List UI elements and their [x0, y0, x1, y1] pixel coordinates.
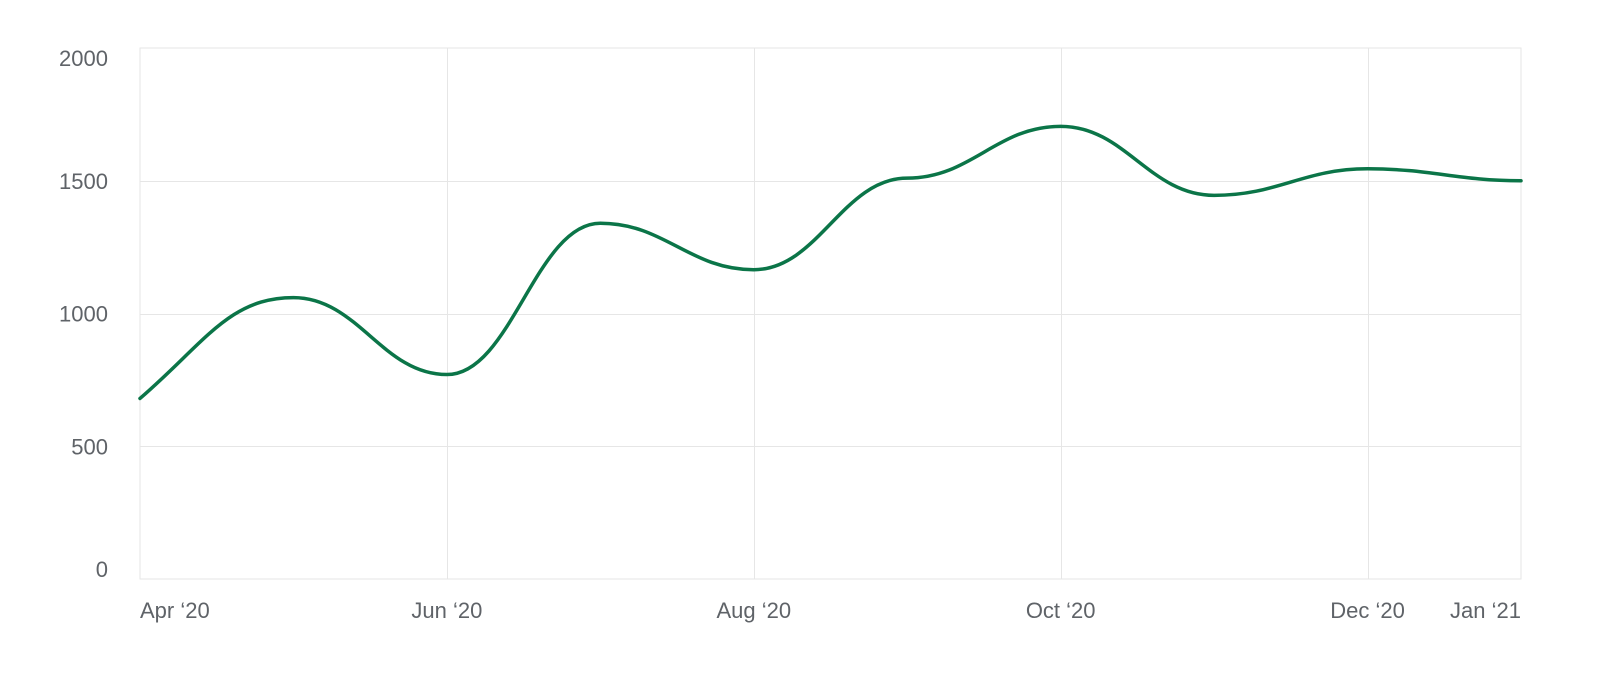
series-line	[138, 124, 1523, 401]
x-tick-label: Jan ‘21	[1450, 598, 1521, 623]
axis-labels: 0 500 1000 1500 2000 Apr ‘20 Jun ‘20 Aug ‘20 Oct…	[59, 46, 1521, 623]
y-tick-label: 500	[71, 434, 108, 459]
y-tick-label: 1500	[59, 169, 108, 194]
y-tick-label: 2000	[59, 46, 108, 71]
y-tick-label: 0	[96, 557, 108, 582]
grid	[139, 47, 1522, 580]
x-tick-label: Aug ‘20	[716, 598, 791, 623]
x-tick-label: Jun ‘20	[411, 598, 482, 623]
x-tick-label: Oct ‘20	[1026, 598, 1096, 623]
y-tick-label: 1000	[59, 302, 108, 327]
x-tick-label: Apr ‘20	[140, 598, 210, 623]
series-layer	[138, 124, 1523, 401]
x-tick-label: Dec ‘20	[1330, 598, 1405, 623]
plot-frame	[139, 47, 1522, 580]
